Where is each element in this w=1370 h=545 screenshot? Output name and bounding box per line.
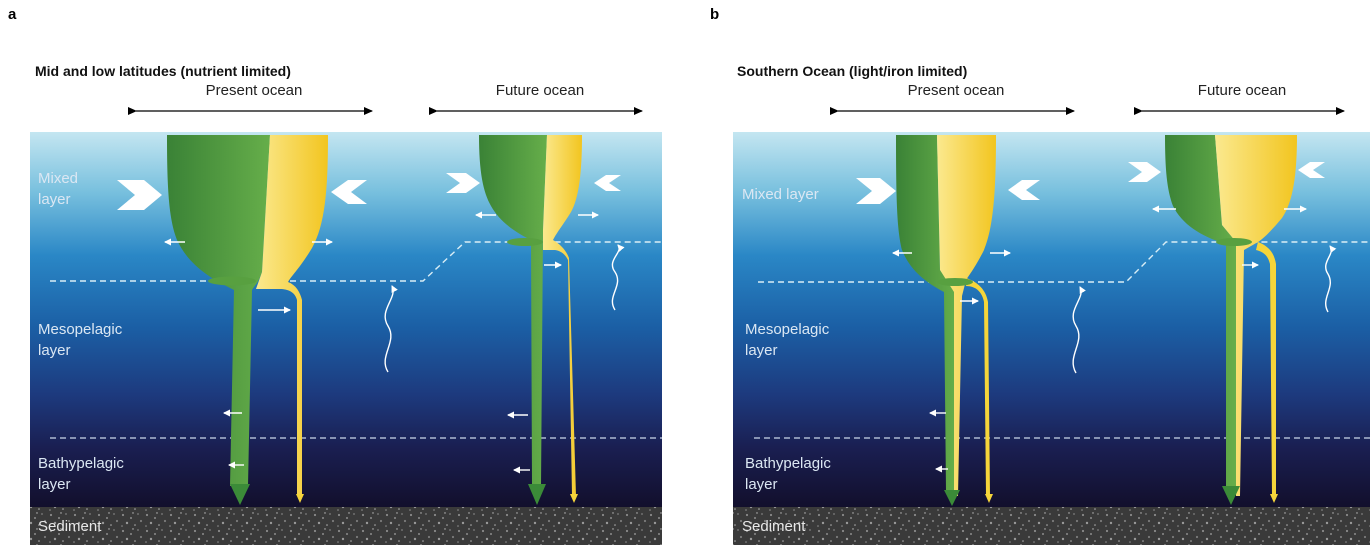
yellow-export-flux xyxy=(1215,135,1297,496)
panel-b-future-label: Future ocean xyxy=(1197,82,1287,99)
green-export-flux xyxy=(479,135,547,486)
label-mesopelagic-layer: Mesopelagic layer xyxy=(745,321,830,359)
panel-b: Mixed layer Mesopelagic layer Bathypelagi… xyxy=(733,107,1370,545)
future-ocean-flux xyxy=(1165,135,1297,505)
sediment-layer xyxy=(733,507,1370,545)
panel-a-future-label: Future ocean xyxy=(495,82,585,99)
green-lateral-flux xyxy=(507,238,543,246)
label-mesopelagic-layer: Mesopelagic layer xyxy=(38,321,123,359)
upwelling-wavy-arrow xyxy=(611,244,625,311)
green-export-flux xyxy=(896,135,956,492)
panel-a-present-label: Present ocean xyxy=(205,82,303,99)
chevron-right-icon xyxy=(856,178,896,204)
present-ocean-flux xyxy=(167,135,328,505)
label-mixed-layer: Mixed layer xyxy=(742,186,819,203)
yellow-side-flux xyxy=(966,278,990,496)
chevron-left-icon xyxy=(1008,180,1040,200)
panel-b-present-label: Present ocean xyxy=(907,82,1005,99)
green-flux-tip xyxy=(1222,486,1240,505)
yellow-export-flux xyxy=(937,135,996,496)
panel-a-letter: a xyxy=(8,6,17,23)
yellow-flux-tip xyxy=(296,494,304,503)
chevron-left-icon xyxy=(331,180,367,204)
label-sediment: Sediment xyxy=(742,518,806,535)
mixed-layer-depth-line xyxy=(50,241,662,282)
chevron-left-icon xyxy=(594,175,621,191)
green-flux-tip xyxy=(230,484,250,505)
green-flux-tip xyxy=(528,484,546,505)
label-bathypelagic-layer: Bathypelagic layer xyxy=(745,455,831,493)
upwelling-wavy-arrow xyxy=(384,285,398,373)
label-sediment: Sediment xyxy=(38,518,102,535)
present-ocean-flux xyxy=(896,135,996,506)
label-bathypelagic-layer: Bathypelagic layer xyxy=(38,455,124,493)
upwelling-wavy-arrow xyxy=(1325,245,1337,313)
chevron-right-icon xyxy=(117,180,162,210)
upwelling-wavy-arrow xyxy=(1072,286,1086,374)
yellow-flux-tip xyxy=(570,494,578,503)
yellow-export-flux xyxy=(543,135,582,496)
panel-b-title: Southern Ocean (light/iron limited) xyxy=(737,63,968,79)
chevron-right-icon xyxy=(446,173,480,193)
green-flux-tip xyxy=(944,490,960,506)
future-ocean-flux xyxy=(479,135,582,505)
green-lateral-flux xyxy=(1216,238,1252,246)
panel-b-letter: b xyxy=(710,6,720,23)
chevron-left-icon xyxy=(1298,162,1325,178)
green-lateral-flux xyxy=(937,278,973,286)
label-mixed-layer: Mixed layer xyxy=(38,170,78,208)
yellow-side-flux xyxy=(1256,242,1276,496)
sediment-layer xyxy=(30,507,662,545)
yellow-flux-tip xyxy=(1270,494,1278,503)
green-export-flux xyxy=(167,135,270,486)
panel-a-title: Mid and low latitudes (nutrient limited) xyxy=(35,63,291,79)
yellow-export-flux xyxy=(256,135,328,496)
green-lateral-flux xyxy=(208,276,256,286)
panel-a: Mixed layer Mesopelagic layer Bathypelagic… xyxy=(30,107,662,545)
green-export-flux xyxy=(1165,135,1236,488)
chevron-right-icon xyxy=(1128,162,1161,182)
yellow-flux-tip xyxy=(985,494,993,503)
